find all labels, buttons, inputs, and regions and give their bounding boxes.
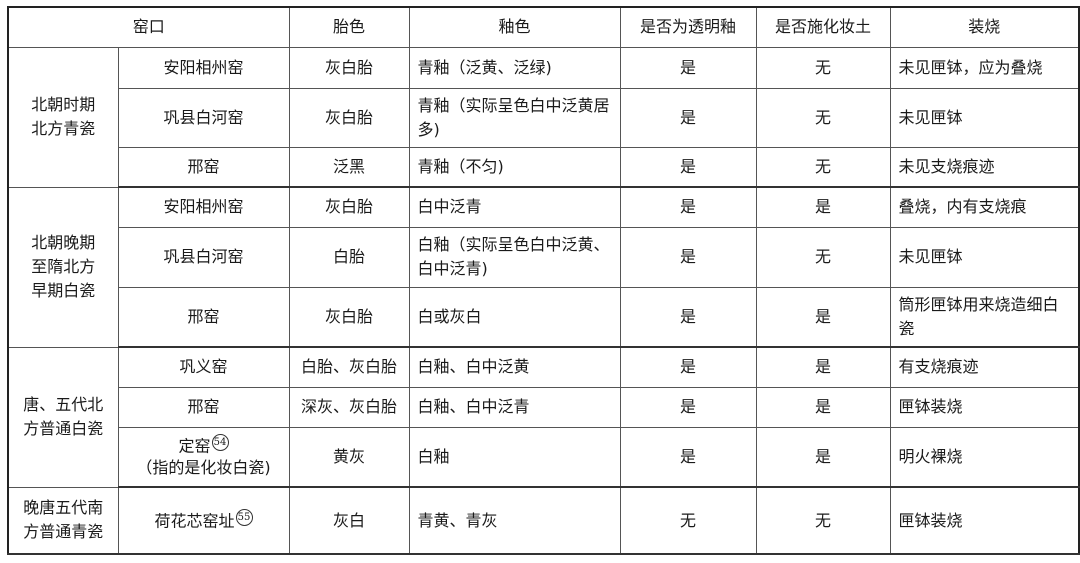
- slip-cell: 是: [755, 386, 891, 428]
- kiln-note-text: （指的是化妆白瓷): [136, 458, 271, 478]
- slip-cell: 是: [755, 286, 891, 348]
- table-row: 邢窑 深灰、灰白胎 白釉、白中泛青是是匣钵装烧: [8, 386, 1080, 428]
- firing-cell: 明火裸烧: [889, 426, 1080, 488]
- transparent-glaze-cell: 是: [619, 346, 757, 388]
- glaze-color-cell: 青釉（泛黄、泛绿): [408, 46, 621, 89]
- kiln-cell: 荷花芯窑址 55: [117, 486, 290, 555]
- slip-cell: 是: [755, 426, 891, 488]
- header-row: 窑口 胎色 釉色 是否为透明釉 是否施化妆土 装烧: [7, 6, 1080, 48]
- firing-cell: 匣钵装烧: [889, 386, 1080, 428]
- transparent-glaze-cell: 是: [619, 426, 757, 488]
- transparent-glaze-cell: 是: [619, 386, 757, 428]
- slip-cell: 无: [755, 87, 891, 148]
- kiln-name: 定窑: [178, 436, 211, 456]
- transparent-glaze-cell: 是: [619, 186, 757, 228]
- body-color-cell: 黄灰: [288, 426, 410, 488]
- firing-cell: 筒形匣钵用来烧造细白瓷: [889, 286, 1080, 348]
- transparent-glaze-cell: 是: [619, 286, 757, 348]
- group-name-cell: 北朝晚期 至隋北方 早期白瓷: [7, 186, 119, 348]
- table-row: 定窑 54 （指的是化妆白瓷) 黄灰 白釉是是明火裸烧: [8, 426, 1080, 488]
- header-slip: 是否施化妆土: [755, 6, 891, 48]
- body-color-cell: 白胎: [288, 226, 410, 288]
- body-color-cell: 泛黑: [288, 146, 410, 188]
- kiln-name: 安阳相州窑: [163, 57, 244, 77]
- transparent-glaze-cell: 是: [619, 87, 757, 148]
- body-color-cell: 灰白胎: [288, 186, 410, 228]
- kiln-name: 巩县白河窑: [163, 247, 244, 266]
- table-row: 巩县白河窑 白胎 白釉（实际呈色白中泛黄、白中泛青) 是无未见匣钵: [8, 226, 1080, 288]
- slip-cell: 是: [755, 346, 891, 388]
- slip-cell: 是: [755, 186, 891, 228]
- slip-cell: 无: [755, 146, 891, 188]
- kiln-cell: 邢窑: [117, 386, 290, 428]
- transparent-glaze-cell: 是: [619, 226, 757, 288]
- firing-cell: 未见匣钵: [889, 226, 1080, 288]
- kiln-name: 巩县白河窑: [163, 107, 244, 127]
- glaze-color-cell: 白釉（实际呈色白中泛黄、白中泛青): [408, 226, 621, 288]
- body-color-cell: 灰白: [288, 486, 410, 555]
- transparent-glaze-cell: 是: [619, 146, 757, 188]
- body-color-cell: 灰白胎: [288, 46, 410, 89]
- footnote-marker: 55: [235, 508, 253, 526]
- group-name-cell: 唐、五代北 方普通白瓷: [7, 346, 119, 488]
- transparent-glaze-cell: 无: [619, 486, 757, 555]
- header-body-color: 胎色: [288, 6, 410, 48]
- kiln-name: 荷花芯窑址: [154, 511, 235, 531]
- table-row: 晚唐五代南 方普通青瓷 荷花芯窑址 55 灰白 青黄、青灰无无匣钵装烧: [7, 486, 1080, 555]
- kiln-cell: 邢窑: [117, 146, 290, 188]
- kiln-cell: 巩县白河窑: [117, 87, 290, 148]
- firing-cell: 叠烧，内有支烧痕: [889, 186, 1080, 228]
- glaze-color-cell: 白或灰白: [408, 286, 621, 348]
- kiln-cell: 安阳相州窑: [117, 186, 290, 228]
- firing-cell: 未见匣钵，应为叠烧: [889, 46, 1080, 89]
- body-color-cell: 深灰、灰白胎: [288, 386, 410, 428]
- slip-cell: 无: [755, 226, 891, 288]
- kiln-name: 邢窑: [187, 306, 220, 326]
- table-row: 唐、五代北 方普通白瓷 巩义窑 白胎、灰白胎 白釉、白中泛黄是是有支烧痕迹: [7, 346, 1080, 488]
- header-firing: 装烧: [889, 6, 1080, 48]
- firing-cell: 有支烧痕迹: [889, 346, 1080, 388]
- table-row: 北朝时期 北方青瓷 安阳相州窑 灰白胎 青釉（泛黄、泛绿) 是无未见匣钵，应为叠烧: [7, 46, 1080, 188]
- firing-cell: 未见匣钵: [889, 87, 1080, 148]
- firing-cell: 未见支烧痕迹: [889, 146, 1080, 188]
- kiln-comparison-table: 窑口 胎色 釉色 是否为透明釉 是否施化妆土 装烧 北朝时期 北方青瓷 安阳相州窑灰…: [7, 6, 1080, 555]
- footnote-marker: 54: [211, 434, 229, 452]
- glaze-color-cell: 白釉、白中泛青: [408, 386, 621, 428]
- kiln-cell: 邢窑: [117, 286, 290, 348]
- header-kiln: 窑口: [7, 6, 290, 48]
- kiln-cell: 巩县白河窑: [117, 226, 290, 288]
- group-name-cell: 晚唐五代南 方普通青瓷: [7, 486, 119, 555]
- kiln-name: 邢窑: [187, 156, 220, 176]
- kiln-cell: 安阳相州窑: [117, 46, 290, 89]
- table-row: 邢窑 灰白胎 白或灰白是是筒形匣钵用来烧造细白瓷: [8, 286, 1080, 348]
- table-row: 邢窑 泛黑 青釉（不匀) 是无未见支烧痕迹: [8, 146, 1080, 188]
- kiln-name: 邢窑: [187, 397, 220, 416]
- kiln-name: 巩义窑: [179, 357, 228, 377]
- header-glaze-color: 釉色: [408, 6, 621, 48]
- firing-cell: 匣钵装烧: [889, 486, 1080, 555]
- transparent-glaze-cell: 是: [619, 46, 757, 89]
- glaze-color-cell: 青釉（实际呈色白中泛黄居多): [408, 87, 621, 148]
- body-color-cell: 白胎、灰白胎: [288, 346, 410, 388]
- kiln-name: 安阳相州窑: [163, 197, 244, 217]
- body-color-cell: 灰白胎: [288, 286, 410, 348]
- glaze-color-cell: 青釉（不匀): [408, 146, 621, 188]
- body-color-cell: 灰白胎: [288, 87, 410, 148]
- slip-cell: 无: [755, 486, 891, 555]
- kiln-cell: 巩义窑: [117, 346, 290, 388]
- glaze-color-cell: 白釉、白中泛黄: [408, 346, 621, 388]
- group-name-cell: 北朝时期 北方青瓷: [7, 46, 119, 188]
- glaze-color-cell: 青黄、青灰: [408, 486, 621, 555]
- glaze-color-cell: 白中泛青: [408, 186, 621, 228]
- glaze-color-cell: 白釉: [408, 426, 621, 488]
- kiln-cell: 定窑 54 （指的是化妆白瓷): [117, 426, 290, 488]
- header-transparent-glaze: 是否为透明釉: [619, 6, 757, 48]
- table-row: 北朝晚期 至隋北方 早期白瓷 安阳相州窑 灰白胎 白中泛青是是叠烧，内有支烧痕: [7, 186, 1080, 348]
- table-row: 巩县白河窑 灰白胎 青釉（实际呈色白中泛黄居多) 是无未见匣钵: [8, 87, 1080, 148]
- slip-cell: 无: [755, 46, 891, 89]
